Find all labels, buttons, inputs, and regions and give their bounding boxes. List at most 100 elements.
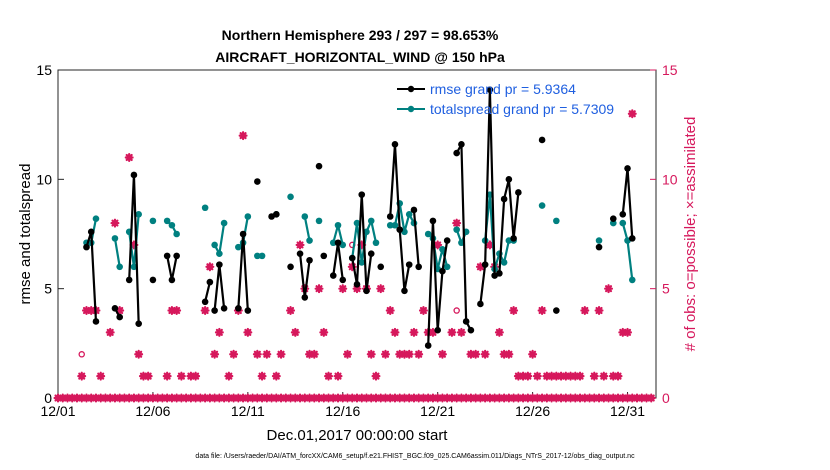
obs-assimilated-marker <box>580 393 590 403</box>
obs-assimilated-marker <box>518 393 528 403</box>
rmse-point <box>595 243 603 251</box>
obs-assimilated-marker <box>490 393 500 403</box>
obs-assimilated-marker <box>428 327 438 337</box>
obs-assimilated-marker <box>623 327 633 337</box>
obs-assimilated-marker <box>276 393 286 403</box>
obs-assimilated-marker <box>224 371 234 381</box>
obs-assimilated-marker <box>475 262 485 272</box>
obs-assimilated-marker <box>547 371 557 381</box>
obs-assimilated-marker <box>305 393 315 403</box>
obs-assimilated-marker <box>124 393 134 403</box>
obs-assimilated-marker <box>72 393 82 403</box>
rmse-point <box>415 263 422 271</box>
obs-assimilated-marker <box>286 393 296 403</box>
obs-assimilated-marker <box>542 393 552 403</box>
rmse-point <box>439 267 446 275</box>
obs-assimilated-marker <box>361 393 371 403</box>
rmse-point <box>116 313 123 321</box>
obs-assimilated-marker <box>143 393 153 403</box>
obs-assimilated-marker <box>447 327 457 337</box>
obs-assimilated-marker <box>134 393 144 403</box>
obs-assimilated-marker <box>157 393 167 403</box>
rmse-point <box>462 318 470 325</box>
obs-assimilated-marker <box>195 393 205 403</box>
rmse-point <box>363 287 370 295</box>
rmse-point <box>410 206 418 214</box>
obs-assimilated-marker <box>210 349 220 359</box>
rmse-point <box>486 86 494 93</box>
obs-assimilated-marker <box>219 393 229 403</box>
x-tick-label: 12/06 <box>135 403 170 419</box>
obs-assimilated-marker <box>485 240 495 250</box>
obs-assimilated-marker <box>347 393 357 403</box>
obs-assimilated-marker <box>257 371 267 381</box>
rmse-point <box>211 307 218 314</box>
rmse-point <box>396 226 404 233</box>
obs-assimilated-marker <box>314 284 324 294</box>
totalspread-point <box>405 211 413 218</box>
totalspread-point <box>453 226 460 233</box>
obs-assimilated-marker <box>86 306 96 316</box>
rmse-point <box>386 213 394 220</box>
obs-assimilated-marker <box>262 349 272 359</box>
rmse-point <box>510 235 517 242</box>
obs-assimilated-marker <box>646 393 656 403</box>
obs-assimilated-marker <box>475 393 485 403</box>
totalspread-point <box>111 235 119 242</box>
obs-assimilated-marker <box>115 306 125 316</box>
obs-assimilated-marker <box>67 393 77 403</box>
totalspread-line <box>303 216 311 241</box>
rmse-point <box>320 252 328 260</box>
obs-assimilated-marker <box>257 393 267 403</box>
obs-assimilated-marker <box>267 393 277 403</box>
obs-assimilated-marker <box>295 393 305 403</box>
obs-assimilated-marker <box>570 371 580 381</box>
obs-assimilated-marker <box>418 393 428 403</box>
obs-assimilated-marker <box>580 306 590 316</box>
obs-assimilated-marker <box>191 393 201 403</box>
totalspread-point <box>135 211 142 218</box>
obs-assimilated-marker <box>100 393 110 403</box>
obs-assimilated-marker <box>286 306 296 316</box>
obs-assimilated-marker <box>604 393 614 403</box>
totalspread-point <box>201 204 209 212</box>
obs-assimilated-marker <box>594 393 604 403</box>
obs-assimilated-marker <box>138 371 148 381</box>
totalspread-point <box>220 219 228 227</box>
obs-assimilated-marker <box>309 349 319 359</box>
obs-assimilated-marker <box>319 327 329 337</box>
obs-assimilated-marker <box>513 393 523 403</box>
rmse-point <box>467 326 475 334</box>
obs-assimilated-marker <box>153 393 163 403</box>
obs-assimilated-marker <box>314 393 324 403</box>
obs-assimilated-marker <box>594 306 604 316</box>
totalspread-point <box>287 193 294 201</box>
rmse-point <box>173 252 180 260</box>
obs-assimilated-marker <box>319 393 329 403</box>
obs-assimilated-marker <box>347 262 357 272</box>
rmse-point <box>329 272 337 279</box>
totalspread-point <box>500 259 508 266</box>
right-y-tick-label: 10 <box>662 171 678 187</box>
obs-assimilated-marker <box>385 393 395 403</box>
right-y-tick-label: 15 <box>662 62 678 78</box>
rmse-line <box>412 209 420 267</box>
obs-assimilated-marker <box>456 393 466 403</box>
obs-assimilated-marker <box>243 327 253 337</box>
totalspread-point <box>372 239 380 247</box>
obs-assimilated-marker <box>627 393 637 403</box>
obs-assimilated-marker <box>513 371 523 381</box>
obs-assimilated-marker <box>300 393 310 403</box>
obs-assimilated-marker <box>523 371 533 381</box>
obs-assimilated-marker <box>537 306 547 316</box>
obs-assimilated-marker <box>162 371 172 381</box>
obs-assimilated-marker <box>205 262 215 272</box>
obs-assimilated-marker <box>532 371 542 381</box>
rmse-point <box>125 276 133 284</box>
rmse-point <box>239 230 247 238</box>
totalspread-point <box>163 217 171 225</box>
obs-assimilated-marker <box>380 349 390 359</box>
obs-assimilated-marker <box>290 327 300 337</box>
obs-assimilated-marker <box>589 393 599 403</box>
obs-assimilated-marker <box>471 349 481 359</box>
